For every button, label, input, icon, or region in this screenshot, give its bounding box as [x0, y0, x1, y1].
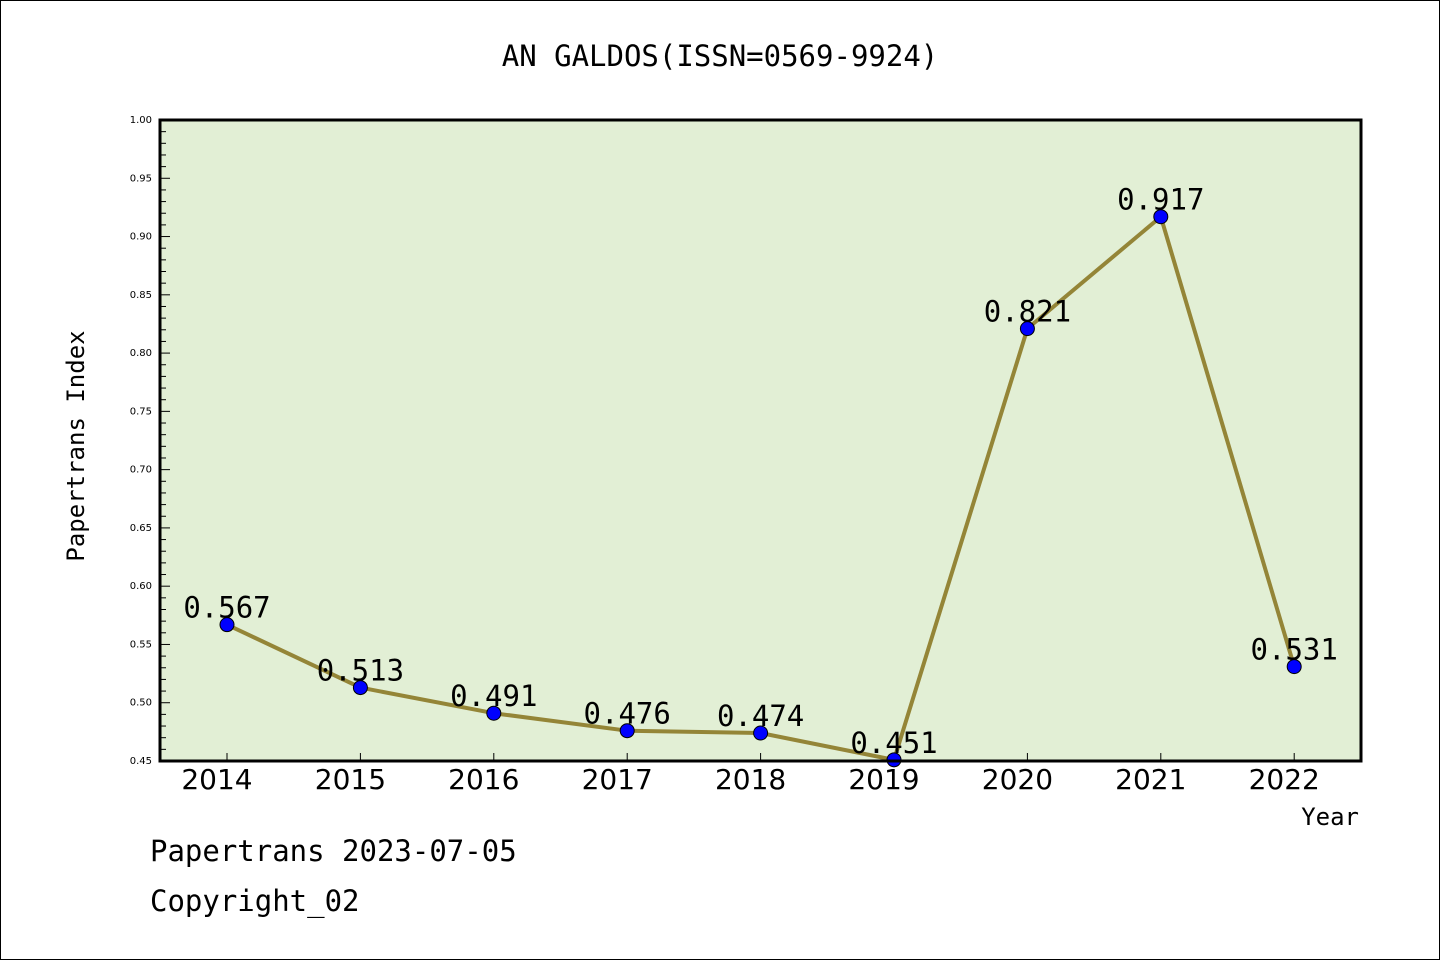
data-point [1019, 321, 1035, 337]
y-tick-label: 0.95 [130, 173, 152, 184]
data-point [753, 725, 769, 741]
y-tick-label: 0.55 [130, 639, 152, 650]
y-axis-label: Papertrans Index [62, 330, 90, 561]
data-label: 0.451 [850, 726, 937, 760]
y-tick-label: 0.90 [130, 232, 152, 243]
x-tick-label: 2015 [315, 763, 386, 796]
y-tick-label: 0.45 [130, 756, 152, 767]
plot-area [160, 120, 1361, 761]
footer-copyright: Copyright_02 [150, 884, 360, 918]
y-tick-label: 0.70 [130, 465, 152, 476]
x-tick-label: 2017 [582, 763, 653, 796]
data-point [219, 617, 235, 633]
data-label: 0.821 [984, 295, 1071, 329]
data-point [1286, 659, 1302, 675]
data-label: 0.567 [183, 591, 270, 625]
y-tick-label: 0.85 [130, 290, 152, 301]
x-axis-label: Year [1301, 803, 1359, 831]
data-label: 0.491 [450, 679, 537, 713]
x-tick-label: 2014 [181, 763, 252, 796]
data-label: 0.513 [317, 654, 404, 688]
y-tick-label: 0.80 [130, 348, 152, 359]
plot-border [158, 118, 1363, 763]
data-label: 0.531 [1251, 633, 1338, 667]
y-tick-label: 1.00 [130, 115, 152, 126]
x-axis: 2014 2015 2016 2017 2018 2019 2020 2021 2022 [181, 753, 1320, 796]
y-tick-label: 0.60 [130, 581, 152, 592]
data-point [352, 680, 368, 696]
y-tick-label: 0.75 [130, 406, 152, 417]
y-tick-label: 0.65 [130, 523, 152, 534]
data-label: 0.476 [584, 697, 671, 731]
data-point [1153, 209, 1169, 225]
data-point [486, 705, 502, 721]
footer-date: Papertrans 2023-07-05 [150, 834, 517, 868]
x-tick-label: 2020 [982, 763, 1053, 796]
x-tick-label: 2019 [848, 763, 919, 796]
data-point [619, 723, 635, 739]
y-tick-label: 0.50 [130, 698, 152, 709]
data-label: 0.474 [717, 699, 804, 733]
x-tick-label: 2021 [1115, 763, 1186, 796]
data-label: 0.917 [1117, 183, 1204, 217]
y-axis: 0.45 0.50 0.55 0.60 0.65 0.70 0.75 0.80 0.85 0.90… [130, 115, 170, 767]
x-tick-label: 2018 [715, 763, 786, 796]
data-labels: 0.567 0.513 0.491 0.476 0.474 0.451 0.821 0.917… [183, 183, 1338, 760]
x-tick-label: 2016 [448, 763, 519, 796]
chart-title: AN GALDOS(ISSN=0569-9924) [502, 39, 939, 73]
x-tick-label: 2022 [1249, 763, 1320, 796]
